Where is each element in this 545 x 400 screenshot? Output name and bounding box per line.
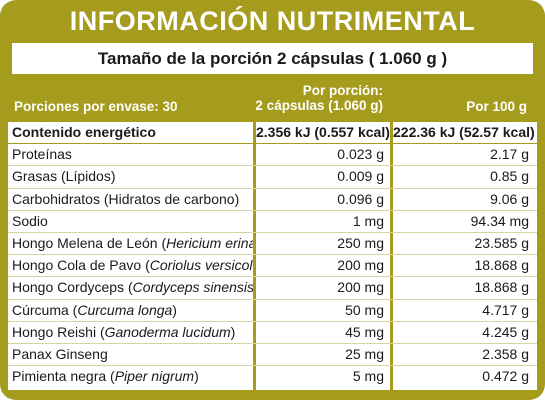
per-serving-value: 200 mg	[337, 279, 384, 296]
nutrient-name-text: Hongo Cordyceps (	[12, 279, 133, 296]
per-serving-header-line2: 2 cápsulas (1.060 g)	[255, 98, 383, 113]
per-serving-value: 200 mg	[337, 257, 384, 274]
per-100g-value: 94.34 mg	[470, 212, 529, 229]
per-serving-value: 45 mg	[345, 323, 384, 340]
serving-size: Tamaño de la porción 2 cápsulas ( 1.060 …	[12, 43, 533, 74]
nutrient-name-text: Hongo Melena de León (	[12, 234, 167, 251]
nutrient-name-text: Cúrcuma (	[12, 301, 78, 318]
servings-per-container: Porciones por envase: 30	[14, 99, 178, 114]
column-divider-1	[253, 122, 256, 390]
per-serving-value: 5 mg	[352, 368, 384, 385]
per-100g-header: Por 100 g	[466, 99, 527, 114]
table-row: Hongo Reishi (Ganoderma lucidum) 45 mg 4.2…	[8, 322, 537, 344]
per-serving-value: 1 mg	[352, 212, 384, 229]
label-frame-bottom	[0, 390, 545, 400]
nutrient-table: Contenido energético 2.356 kJ (0.557 kcal…	[8, 122, 537, 388]
table-row: Pimienta negra (Piper nigrum) 5 mg 0.472 g	[8, 366, 537, 388]
scientific-name: Piper nigrum	[114, 368, 195, 385]
name-column-panel	[8, 122, 253, 389]
table-row: Panax Ginseng 25 mg 2.358 g	[8, 344, 537, 367]
nutrient-name: Hongo Cola de Pavo (Coriolus versicolor)	[12, 255, 253, 277]
per-100g-value: 0.472 g	[482, 368, 529, 385]
nutrient-name: Grasas (Lípidos)	[12, 166, 253, 188]
column-divider-2	[390, 122, 393, 390]
per-100g-value: 2.17 g	[490, 146, 529, 163]
nutrient-name-text: Panax Ginseng	[12, 345, 108, 362]
per-100g-value: 0.85 g	[490, 168, 529, 185]
table-row: Carbohidratos (Hidratos de carbono) 0.096…	[8, 189, 537, 211]
per-serving-header-line1: Por porción:	[302, 83, 383, 98]
scientific-name: Ganoderma lucidum	[104, 323, 231, 340]
table-row: Cúrcuma (Curcuma longa) 50 mg 4.717 g	[8, 300, 537, 322]
per-serving-header: Por porción: 2 cápsulas (1.060 g)	[252, 83, 383, 113]
nutrient-name: Carbohidratos (Hidratos de carbono)	[12, 189, 253, 211]
nutrient-name: Hongo Reishi (Ganoderma lucidum)	[12, 322, 253, 344]
nutrient-name-text: Proteínas	[12, 146, 72, 163]
scientific-name: Curcuma longa	[77, 301, 173, 318]
table-row: Grasas (Lípidos) 0.009 g 0.85 g	[8, 166, 537, 189]
label-frame-left	[0, 0, 8, 400]
per-serving-value: 25 mg	[345, 345, 384, 362]
nutrient-name-text: Grasas (Lípidos)	[12, 168, 116, 185]
nutrient-name-suffix: )	[194, 368, 199, 385]
label-title: INFORMACIÓN NUTRIMENTAL	[69, 6, 476, 36]
nutrient-name-suffix: )	[230, 323, 236, 340]
per-100g-value: 4.245 g	[482, 323, 529, 340]
table-row: Hongo Cola de Pavo (Coriolus versicolor)…	[8, 255, 537, 278]
nutrient-name: Panax Ginseng	[12, 344, 253, 366]
per-serving-value: 50 mg	[345, 301, 384, 318]
table-row: Hongo Cordyceps (Cordyceps sinensis) 200 …	[8, 277, 537, 300]
nutrient-name-text: Contenido energético	[12, 124, 156, 140]
per-serving-value: 0.009 g	[337, 168, 384, 185]
per-serving-value: 0.096 g	[337, 190, 384, 207]
per-100g-value: 18.868 g	[474, 279, 530, 296]
scientific-name: Cordyceps sinensis	[132, 279, 253, 296]
scientific-name: Coriolus versicolor	[149, 257, 253, 274]
nutrient-name-text: Hongo Cola de Pavo (	[12, 257, 150, 274]
nutrient-name-text: Hongo Reishi (	[12, 323, 105, 340]
per-100g-value: 4.717 g	[482, 301, 529, 318]
per-100g-value: 2.358 g	[482, 345, 529, 362]
table-row: Sodio 1 mg 94.34 mg	[8, 211, 537, 233]
nutrient-name: Hongo Melena de León (Hericium erinaceus…	[12, 233, 253, 255]
per-serving-value: 0.023 g	[337, 146, 384, 163]
nutrient-name: Proteínas	[12, 144, 253, 166]
per-serving-column-panel	[256, 122, 389, 389]
nutrient-name-text: Sodio	[12, 212, 48, 229]
nutrient-name-text: Pimienta negra (	[12, 368, 115, 385]
nutrient-name: Pimienta negra (Piper nigrum)	[12, 366, 253, 388]
table-row: Hongo Melena de León (Hericium erinaceus…	[8, 233, 537, 256]
per-serving-value: 2.356 kJ (0.557 kcal)	[256, 124, 390, 140]
table-row: Proteínas 0.023 g 2.17 g	[8, 144, 537, 167]
per-100g-value: 9.06 g	[490, 190, 529, 207]
nutrient-name-suffix: )	[172, 301, 177, 318]
label-frame-right	[537, 0, 545, 400]
per-100g-column-panel	[393, 122, 537, 389]
nutrient-name: Sodio	[12, 211, 253, 233]
nutrient-name: Hongo Cordyceps (Cordyceps sinensis)	[12, 277, 253, 299]
nutrient-name-text: Carbohidratos (Hidratos de carbono)	[12, 190, 240, 207]
per-100g-value: 23.585 g	[474, 234, 530, 251]
per-serving-value: 250 mg	[337, 234, 384, 251]
table-row: Contenido energético 2.356 kJ (0.557 kcal…	[8, 122, 537, 145]
scientific-name: Hericium erinaceus	[166, 234, 253, 251]
per-100g-value: 18.868 g	[474, 257, 530, 274]
nutrient-name: Contenido energético	[12, 122, 253, 144]
nutrient-name: Cúrcuma (Curcuma longa)	[12, 300, 253, 322]
per-100g-value: 222.36 kJ (52.57 kcal)	[393, 124, 535, 140]
